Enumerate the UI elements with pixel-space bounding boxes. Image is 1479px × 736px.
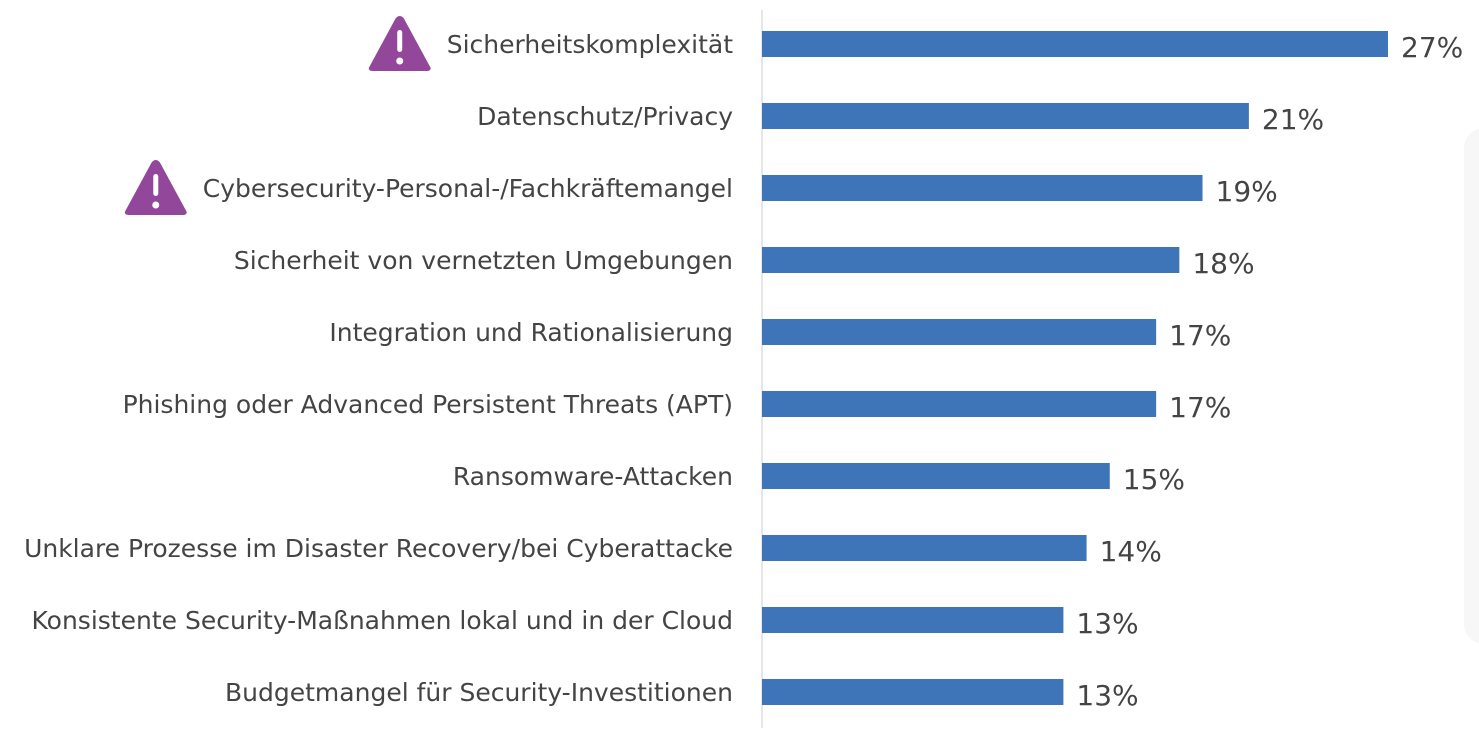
bar bbox=[762, 175, 1203, 201]
warning-icon-mark bbox=[397, 30, 403, 52]
category-label: Ransomware-Attacken bbox=[453, 462, 733, 491]
side-panel-edge bbox=[1464, 128, 1479, 644]
warning-icon-dot bbox=[396, 57, 404, 65]
bar bbox=[762, 31, 1388, 57]
value-label: 21% bbox=[1262, 103, 1324, 136]
bar bbox=[762, 679, 1064, 705]
category-label: Sicherheit von vernetzten Umgebungen bbox=[234, 246, 733, 275]
bar bbox=[762, 247, 1180, 273]
value-label: 17% bbox=[1169, 319, 1231, 352]
category-label: Sicherheitskomplexität bbox=[447, 30, 733, 59]
category-label: Unklare Prozesse im Disaster Recovery/be… bbox=[24, 534, 733, 563]
category-label: Konsistente Security-Maßnahmen lokal und… bbox=[32, 606, 733, 635]
value-label: 18% bbox=[1192, 247, 1254, 280]
bar bbox=[762, 391, 1157, 417]
value-label: 19% bbox=[1216, 175, 1278, 208]
bar bbox=[762, 103, 1249, 129]
category-label: Budgetmangel für Security-Investitionen bbox=[225, 678, 733, 707]
value-label: 27% bbox=[1401, 31, 1463, 64]
category-label: Cybersecurity-Personal-/Fachkräftemangel bbox=[203, 174, 733, 203]
category-label: Phishing oder Advanced Persistent Threat… bbox=[123, 390, 733, 419]
bar bbox=[762, 319, 1157, 345]
value-label: 14% bbox=[1100, 535, 1162, 568]
bar bbox=[762, 607, 1064, 633]
value-label: 13% bbox=[1076, 607, 1138, 640]
warning-icon-dot bbox=[152, 201, 160, 209]
value-label: 17% bbox=[1169, 391, 1231, 424]
warning-icon-mark bbox=[153, 174, 159, 196]
category-label: Datenschutz/Privacy bbox=[477, 102, 733, 131]
value-label: 13% bbox=[1076, 679, 1138, 712]
value-label: 15% bbox=[1123, 463, 1185, 496]
category-label: Integration und Rationalisierung bbox=[329, 318, 733, 347]
bar bbox=[762, 463, 1110, 489]
bar bbox=[762, 535, 1087, 561]
